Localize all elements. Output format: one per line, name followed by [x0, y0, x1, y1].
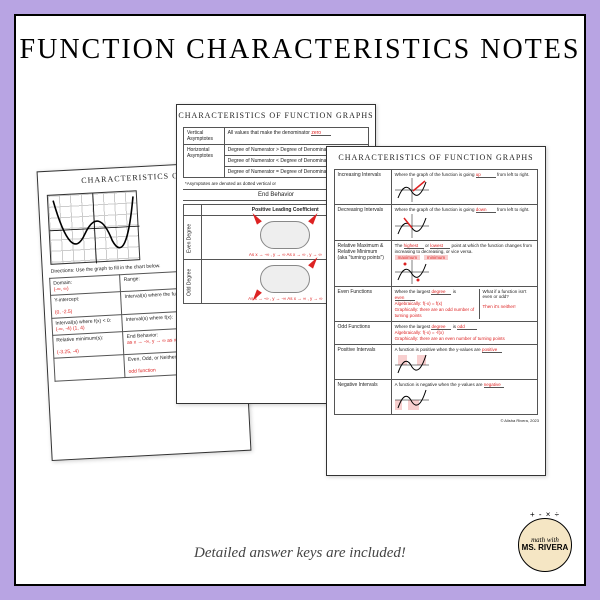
cell-text: Degree of Numerator > Degree of Denomina… — [228, 147, 333, 153]
cell-text: All values that make the denominator — [228, 130, 310, 136]
row-body: Where the graph of the function is going — [395, 207, 475, 212]
brand-badge: + - × ÷ math with MS. RIVERA — [518, 518, 572, 572]
function-graph — [47, 190, 141, 265]
cell-label: Relative minimum(s): — [56, 335, 103, 343]
cell-answer: odd function — [128, 367, 156, 374]
row-label: Increasing Intervals — [334, 170, 391, 205]
side-note-answer: Then it's neither! — [483, 304, 516, 309]
side-label: Even Degree — [183, 216, 202, 260]
subtitle: Detailed answer keys are included! — [16, 545, 584, 562]
row-answer: positive — [482, 347, 502, 353]
cell-answer: (-∞, ∞) — [54, 286, 69, 293]
row-label: Odd Functions — [334, 321, 391, 344]
row-answer: odd — [457, 324, 477, 330]
row-mid: or — [425, 243, 429, 248]
cell-label: Range: — [124, 276, 140, 283]
row-mid: is — [453, 324, 456, 329]
badge-name: MS. RIVERA — [522, 544, 569, 553]
badge-symbols: + - × ÷ — [530, 511, 560, 520]
row-body: Where the largest — [395, 289, 431, 294]
row-body: The — [395, 243, 403, 248]
row-extra: Algebraically: f(-x) = -f(x) — [395, 330, 444, 335]
row-body: A function is negative when the y-values… — [395, 382, 483, 387]
cell-label: Y-intercept: — [54, 296, 79, 303]
row-label: Decreasing Intervals — [334, 205, 391, 240]
cell-answer: (-∞, -4) (1, 4) — [56, 325, 85, 333]
cloud-icon — [260, 265, 310, 293]
cell-answer: (-3.25, -4) — [57, 348, 79, 355]
row-label: Negative Intervals — [334, 379, 391, 414]
row-label: Relative Maximum & Relative Minimum (aka… — [334, 240, 391, 287]
row-answer: negative — [484, 382, 504, 388]
row-body: A function is positive when the y-values… — [395, 347, 481, 352]
row-answer: up — [476, 172, 496, 178]
row-extra: Graphically: there are an even number of… — [395, 336, 505, 341]
row-answer: degree — [431, 289, 451, 295]
cell-text: Degree of Numerator < Degree of Denomina… — [228, 158, 333, 164]
mini-graph-icon — [395, 353, 429, 377]
page3-heading: CHARACTERISTICS OF FUNCTION GRAPHS — [327, 147, 545, 166]
row-label: Positive Intervals — [334, 344, 391, 379]
side-label: Odd Degree — [183, 260, 202, 304]
cell-text: Degree of Numerator = Degree of Denomina… — [228, 169, 333, 175]
cell-label: Vertical Asymptotes — [187, 130, 213, 142]
cell-label: Horizontal Asymptotes — [187, 147, 213, 159]
row-tail: from left to right. — [497, 207, 530, 212]
row-body: Where the largest — [395, 324, 431, 329]
row-extra: Graphically: there are an odd number of … — [395, 307, 475, 318]
row-extra: Algebraically: f(-x) = f(x) — [395, 301, 443, 306]
row-mid: is — [453, 289, 456, 294]
mini-graph-icon — [395, 178, 429, 202]
worksheet-page-3: CHARACTERISTICS OF FUNCTION GRAPHS Incre… — [326, 146, 546, 476]
side-note: What if a function isn't even or odd? — [483, 289, 527, 299]
cell-answer: zero — [311, 130, 331, 136]
cloud-icon — [260, 221, 310, 249]
row-body: Where the graph of the function is going — [395, 172, 475, 177]
cell-label: Interval(s) where f(x): — [126, 314, 173, 322]
page-title: FUNCTION CHARACTERISTICS NOTES — [16, 34, 584, 66]
row-answer: down — [476, 207, 496, 213]
mini-graph-icon — [395, 260, 429, 284]
row-label: Even Functions — [334, 287, 391, 322]
mini-graph-icon — [395, 388, 429, 412]
cell-label: Even, Odd, or Neither? — [128, 354, 179, 363]
mini-graph-icon — [395, 214, 429, 238]
characteristics-table: Increasing Intervals Where the graph of … — [334, 169, 539, 415]
copyright: © Alisha Rivera, 2023 — [333, 418, 539, 423]
cell-answer: (0, -2.5) — [55, 309, 73, 316]
page2-heading: CHARACTERISTICS OF FUNCTION GRAPHS — [177, 105, 375, 124]
row-tail: from left to right. — [497, 172, 530, 177]
